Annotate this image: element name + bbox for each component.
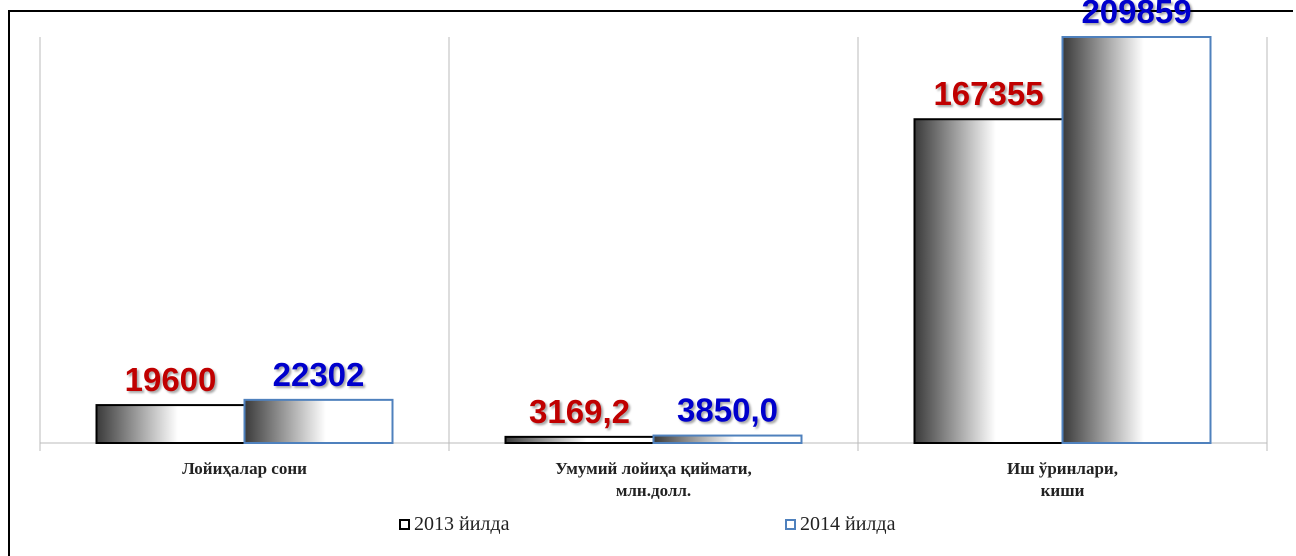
legend-label-2014: 2014 йилда (800, 513, 896, 535)
category-label: киши (1041, 481, 1085, 500)
chart-frame (8, 10, 1293, 556)
category-label: Умумий лойиҳа қиймати, (555, 459, 752, 478)
data-label: 3169,2 (529, 393, 630, 430)
data-label: 209859 (1081, 0, 1191, 30)
bar-2013-1 (95, 404, 246, 444)
legend-label-2013: 2013 йилда (414, 513, 510, 535)
legend-item-2014: 2014 йилда (785, 513, 895, 536)
legend: 2013 йилда 2014 йилда (0, 513, 1296, 539)
bar-2014-3 (1061, 36, 1212, 444)
bar-2013-3 (913, 118, 1064, 444)
data-label: 19600 (125, 361, 217, 398)
bar-chart: 19600 22302 Лойиҳалар сони 3169,2 3850,0 Умум… (39, 0, 1268, 500)
category-label: Лойиҳалар сони (182, 459, 307, 478)
category-label: млн.долл. (616, 481, 691, 500)
legend-swatch-2014 (785, 519, 796, 530)
bar-2014-1 (243, 398, 394, 444)
category-label: Иш ўринлари, (1007, 459, 1118, 478)
data-label: 3850,0 (677, 392, 778, 429)
legend-item-2013: 2013 йилда (399, 513, 509, 536)
data-label: 22302 (273, 356, 365, 393)
legend-swatch-2013 (399, 519, 410, 530)
bar-2014-2 (652, 434, 803, 445)
data-label: 167355 (933, 75, 1043, 112)
bar-2013-2 (504, 435, 655, 445)
